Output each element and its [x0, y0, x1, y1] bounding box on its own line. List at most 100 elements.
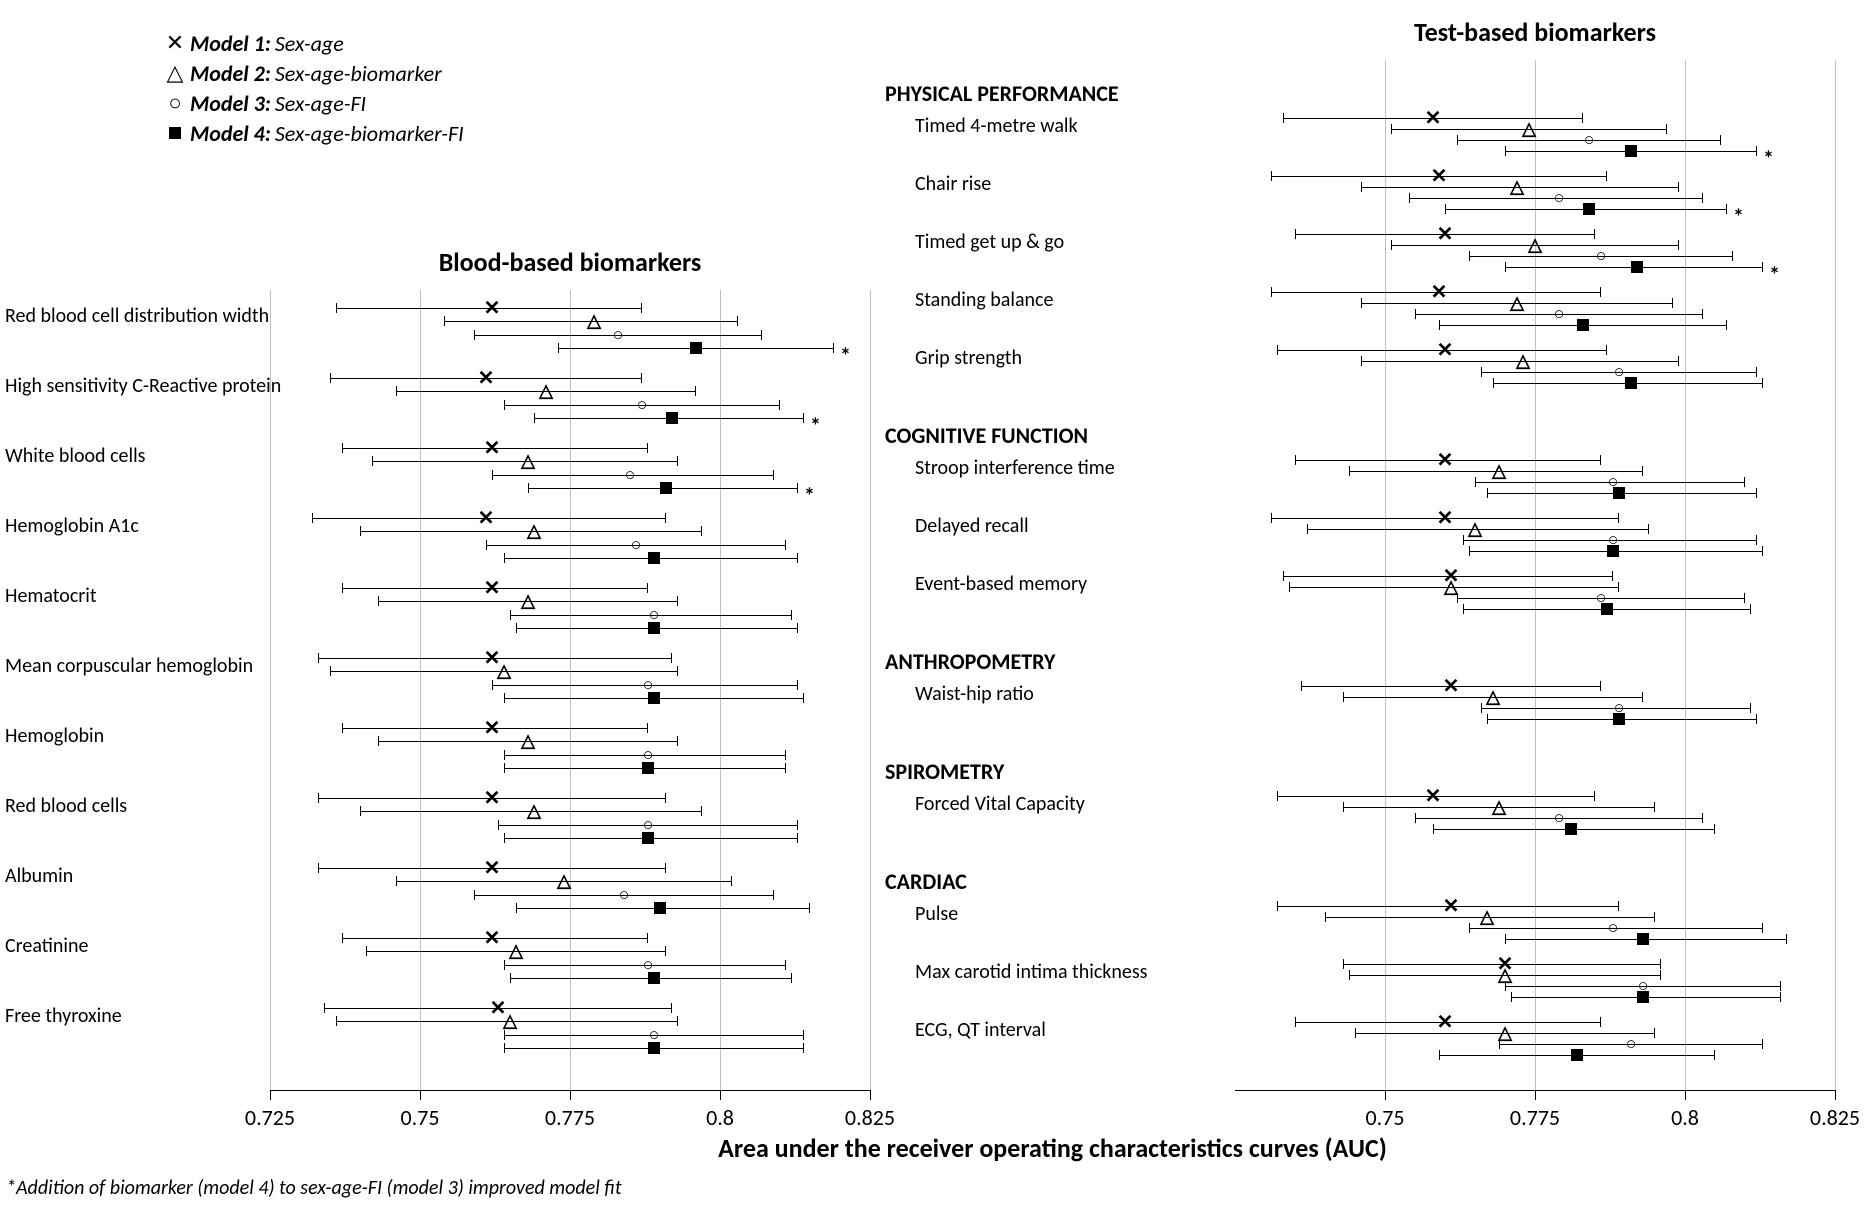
gridline: [720, 290, 721, 1090]
row-label: Hemoglobin: [5, 724, 325, 748]
significance-star-icon: *: [1769, 261, 1780, 288]
row-label: Mean corpuscular hemoglobin: [5, 654, 325, 678]
triangle-icon: △: [503, 1011, 517, 1032]
triangle-icon: △: [1510, 177, 1524, 198]
gridline: [870, 290, 871, 1090]
significance-star-icon: *: [804, 482, 815, 509]
legend-name: Model 2:: [190, 60, 271, 87]
circle-icon: ○: [631, 534, 642, 555]
triangle-icon: △: [160, 60, 190, 86]
axis-tick-label: 0.725: [245, 1104, 295, 1131]
triangle-icon: △: [1510, 293, 1524, 314]
significance-star-icon: *: [1733, 203, 1744, 230]
square-icon: [654, 902, 666, 914]
row-label: Max carotid intima thickness: [915, 960, 1235, 984]
row-label: Grip strength: [915, 346, 1235, 370]
row-label: Red blood cells: [5, 794, 325, 818]
square-icon: [690, 342, 702, 354]
row-label: Timed get up & go: [915, 230, 1235, 254]
circle-icon: ○: [625, 464, 636, 485]
axis-tick-label: 0.8: [1671, 1104, 1699, 1131]
significance-star-icon: *: [810, 412, 821, 439]
row-label: Hematocrit: [5, 584, 325, 608]
row-label: Forced Vital Capacity: [915, 792, 1235, 816]
axis-tick: [870, 1090, 871, 1100]
row-label: Free thyroxine: [5, 1004, 325, 1028]
gridline: [1385, 60, 1386, 1090]
cross-icon: ✕: [1425, 784, 1442, 809]
category-header: COGNITIVE FUNCTION: [885, 422, 1215, 449]
legend: ✕ Model 1: Sex-age △ Model 2: Sex-age-bi…: [160, 28, 464, 148]
cross-icon: ✕: [1437, 506, 1454, 531]
legend-item-model4: Model 4: Sex-age-biomarker-FI: [160, 118, 464, 148]
square-icon: [648, 972, 660, 984]
legend-desc: Sex-age-biomarker-FI: [275, 120, 464, 147]
square-icon: [648, 1042, 660, 1054]
triangle-icon: △: [539, 381, 553, 402]
cross-icon: ✕: [484, 576, 501, 601]
axis-tick: [270, 1090, 271, 1100]
circle-icon: ○: [160, 90, 190, 116]
legend-name: Model 3:: [190, 90, 271, 117]
circle-icon: ○: [1608, 918, 1619, 939]
row-label: Pulse: [915, 902, 1235, 926]
triangle-icon: △: [1444, 577, 1458, 598]
circle-icon: ○: [1554, 808, 1565, 829]
triangle-icon: △: [497, 661, 511, 682]
row-label: Red blood cell distribution width: [5, 304, 325, 328]
triangle-icon: △: [587, 311, 601, 332]
triangle-icon: △: [521, 731, 535, 752]
axis-tick-label: 0.8: [706, 1104, 734, 1131]
circle-icon: ○: [619, 884, 630, 905]
category-header: SPIROMETRY: [885, 758, 1215, 785]
square-icon: [1613, 713, 1625, 725]
row-label: High sensitivity C-Reactive protein: [5, 374, 325, 398]
row-label: Hemoglobin A1c: [5, 514, 325, 538]
axis-tick-label: 0.825: [845, 1104, 895, 1131]
square-icon: [648, 692, 660, 704]
circle-icon: ○: [1596, 246, 1607, 267]
legend-desc: Sex-age: [275, 30, 344, 57]
row-label: White blood cells: [5, 444, 325, 468]
gridline: [420, 290, 421, 1090]
axis-tick-label: 0.75: [400, 1104, 439, 1131]
row-label: Timed 4-metre walk: [915, 114, 1235, 138]
triangle-icon: △: [527, 801, 541, 822]
axis-tick-label: 0.775: [545, 1104, 595, 1131]
plot-test-biomarkers: Test-based biomarkers 0.750.7750.80.825P…: [1235, 60, 1835, 1091]
row-label: ECG, QT interval: [915, 1018, 1235, 1042]
significance-star-icon: *: [840, 342, 851, 369]
square-icon: [1637, 991, 1649, 1003]
square-icon: [642, 762, 654, 774]
cross-icon: ✕: [478, 366, 495, 391]
cross-icon: ✕: [484, 296, 501, 321]
cross-icon: ✕: [1431, 280, 1448, 305]
cross-icon: ✕: [1431, 164, 1448, 189]
cross-icon: ✕: [484, 856, 501, 881]
cross-icon: ✕: [484, 716, 501, 741]
triangle-icon: △: [1528, 235, 1542, 256]
panel-title-left: Blood-based biomarkers: [270, 246, 870, 278]
footnote: *Addition of biomarker (model 4) to sex-…: [6, 1176, 622, 1200]
square-icon: [666, 412, 678, 424]
circle-icon: ○: [1584, 130, 1595, 151]
cross-icon: ✕: [1437, 448, 1454, 473]
triangle-icon: △: [1492, 797, 1506, 818]
axis-tick: [1685, 1090, 1686, 1100]
circle-icon: ○: [1626, 1034, 1637, 1055]
cross-icon: ✕: [1437, 338, 1454, 363]
triangle-icon: △: [509, 941, 523, 962]
legend-item-model1: ✕ Model 1: Sex-age: [160, 28, 464, 58]
circle-icon: ○: [637, 394, 648, 415]
axis-tick: [420, 1090, 421, 1100]
triangle-icon: △: [1492, 461, 1506, 482]
significance-star-icon: *: [1763, 145, 1774, 172]
axis-tick-label: 0.75: [1365, 1104, 1404, 1131]
gridline: [570, 290, 571, 1090]
row-label: Delayed recall: [915, 514, 1235, 538]
axis-tick: [1835, 1090, 1836, 1100]
square-icon: [1583, 203, 1595, 215]
axis-tick-label: 0.825: [1810, 1104, 1860, 1131]
legend-desc: Sex-age-FI: [275, 90, 366, 117]
triangle-icon: △: [1516, 351, 1530, 372]
